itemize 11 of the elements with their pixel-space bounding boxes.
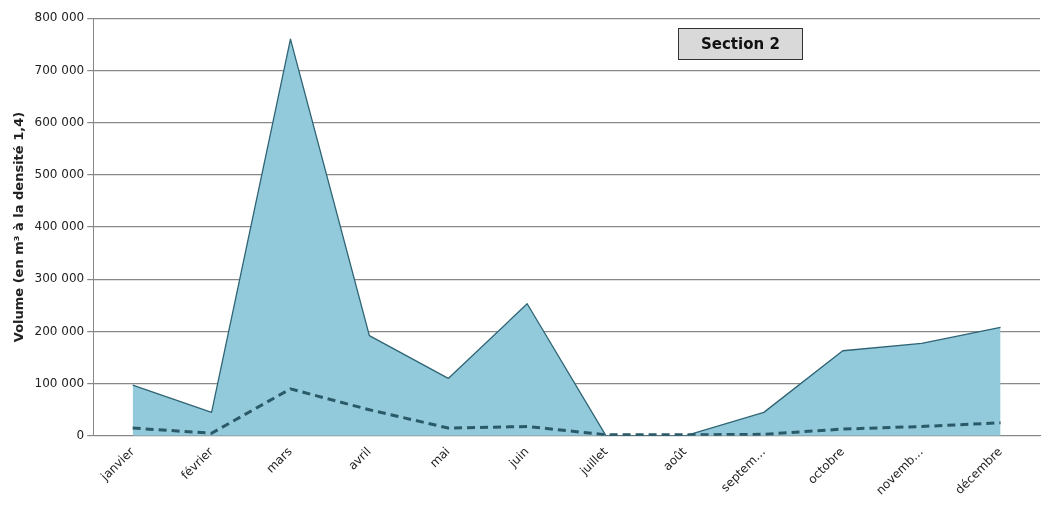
y-tick-label: 800 000 xyxy=(34,10,85,25)
y-tick-label: 400 000 xyxy=(34,219,85,234)
y-tick-label: 100 000 xyxy=(34,375,85,390)
y-tick-label: 200 000 xyxy=(34,323,85,338)
y-tick-label: 700 000 xyxy=(34,62,85,77)
y-axis-title: Volume (en m³ à la densité 1,4) xyxy=(11,111,27,343)
y-tick-label: 300 000 xyxy=(34,271,85,286)
annotation: Section 2 xyxy=(678,28,803,60)
y-tick-label: 500 000 xyxy=(34,166,85,181)
y-tick-label: 0 xyxy=(76,427,85,442)
y-tick-label: 600 000 xyxy=(34,114,85,129)
